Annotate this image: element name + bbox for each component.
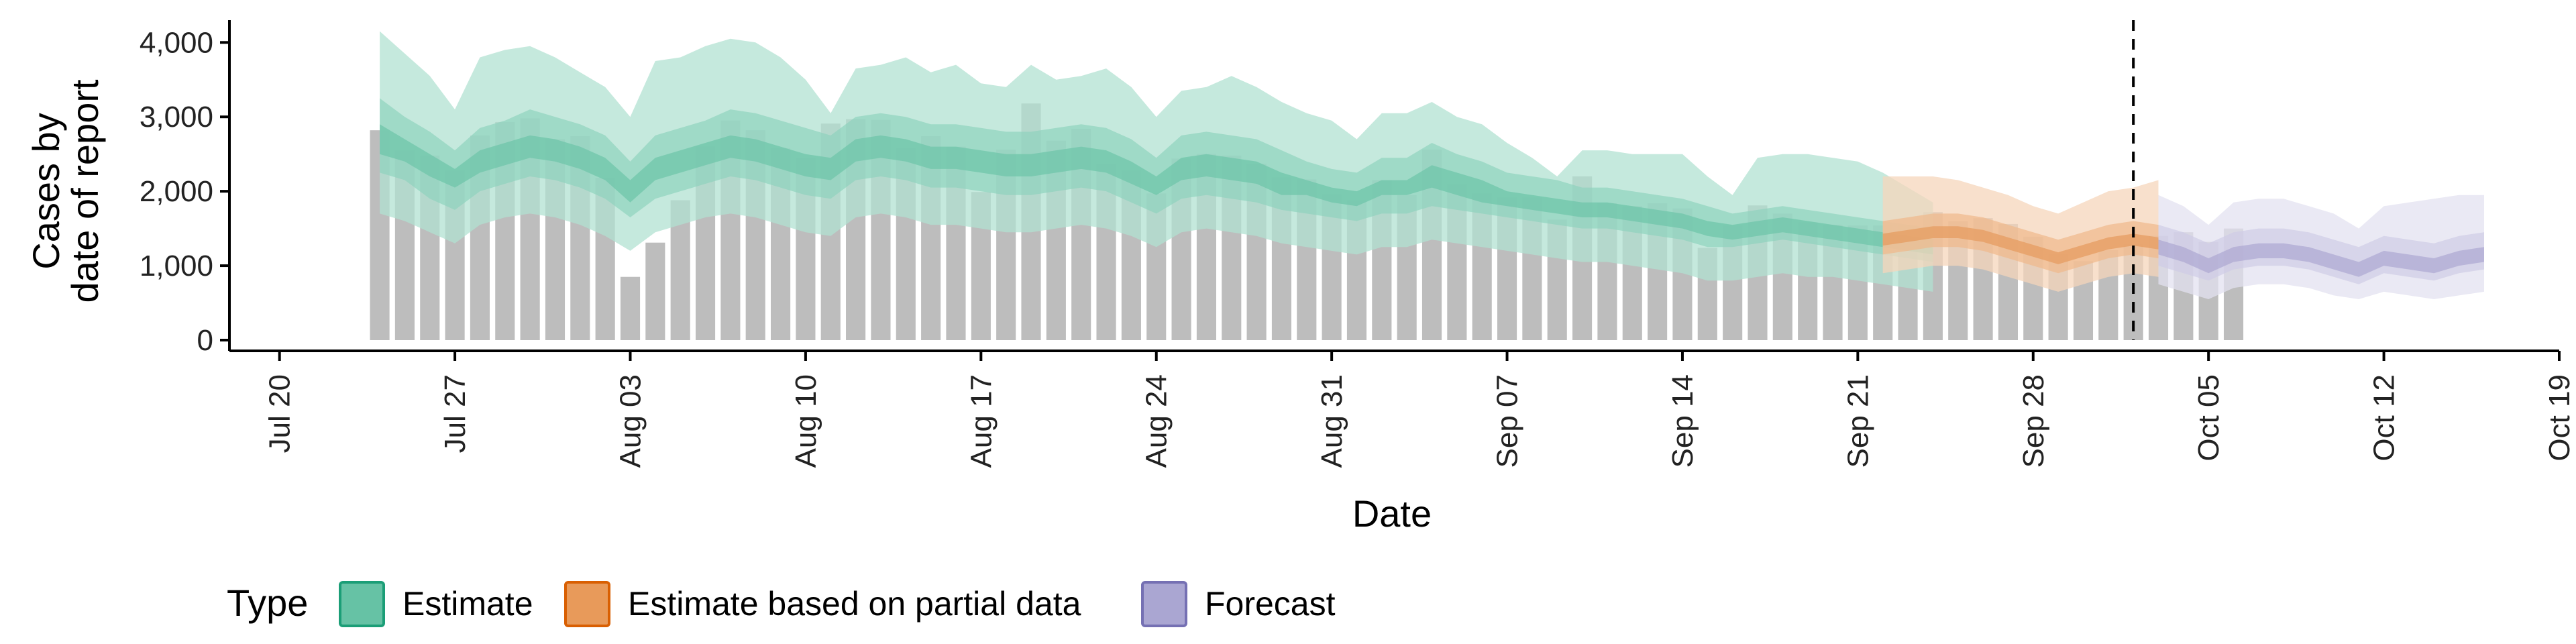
x-tick-label: Oct 19 [2543,374,2576,462]
estimate-band-20 [380,124,1933,255]
x-tick-label: Aug 17 [965,374,998,468]
x-tick-label: Jul 27 [439,374,472,453]
ribbons [380,31,2484,299]
x-tick-label: Sep 07 [1491,374,1524,468]
legend-label-forecast: Forecast [1205,585,1336,623]
y-tick-label: 0 [197,324,213,357]
x-tick-label: Oct 05 [2192,374,2225,462]
legend-label-estimate: Estimate [402,585,533,623]
x-tick-label: Aug 03 [614,374,647,468]
estimate-based-on-partial-data-band-20 [1882,226,2159,264]
observed-bar [645,242,665,340]
x-tick-label: Oct 12 [2368,374,2401,462]
x-tick-label: Aug 24 [1140,374,1173,468]
x-tick-label: Aug 10 [790,374,822,468]
x-ticks: Jul 20 Jul 27 Aug 03 Aug 10 Aug 17 Aug 24 Aug … [264,351,2576,468]
x-tick-label: Jul 20 [264,374,297,453]
x-axis-title: Date [1352,492,1432,535]
x-tick-label: Sep 21 [1841,374,1874,468]
axes [228,20,2559,352]
legend-key-forecast [1141,581,1187,627]
y-ticks: 0 1,000 2,000 3,000 4,000 [140,26,229,357]
y-tick-label: 4,000 [140,26,213,59]
observed-bar [620,276,641,340]
y-tick-label: 3,000 [140,101,213,133]
legend-key-partial [564,581,610,627]
y-tick-label: 1,000 [140,250,213,282]
y-tick-label: 2,000 [140,175,213,208]
legend: Type Estimate Estimate based on partial … [227,581,1336,627]
legend-key-estimate [339,581,385,627]
legend-title: Type [227,582,308,624]
x-tick-label: Aug 31 [1316,374,1348,468]
legend-label-partial: Estimate based on partial data [628,585,1081,623]
y-axis-title-line-1-text: Cases by [25,113,67,269]
forecast-band-20 [2158,239,2484,277]
y-axis-title-line-2-text: date of report [64,79,106,303]
x-tick-label: Sep 28 [2017,374,2050,468]
x-tick-label: Sep 14 [1666,374,1699,468]
